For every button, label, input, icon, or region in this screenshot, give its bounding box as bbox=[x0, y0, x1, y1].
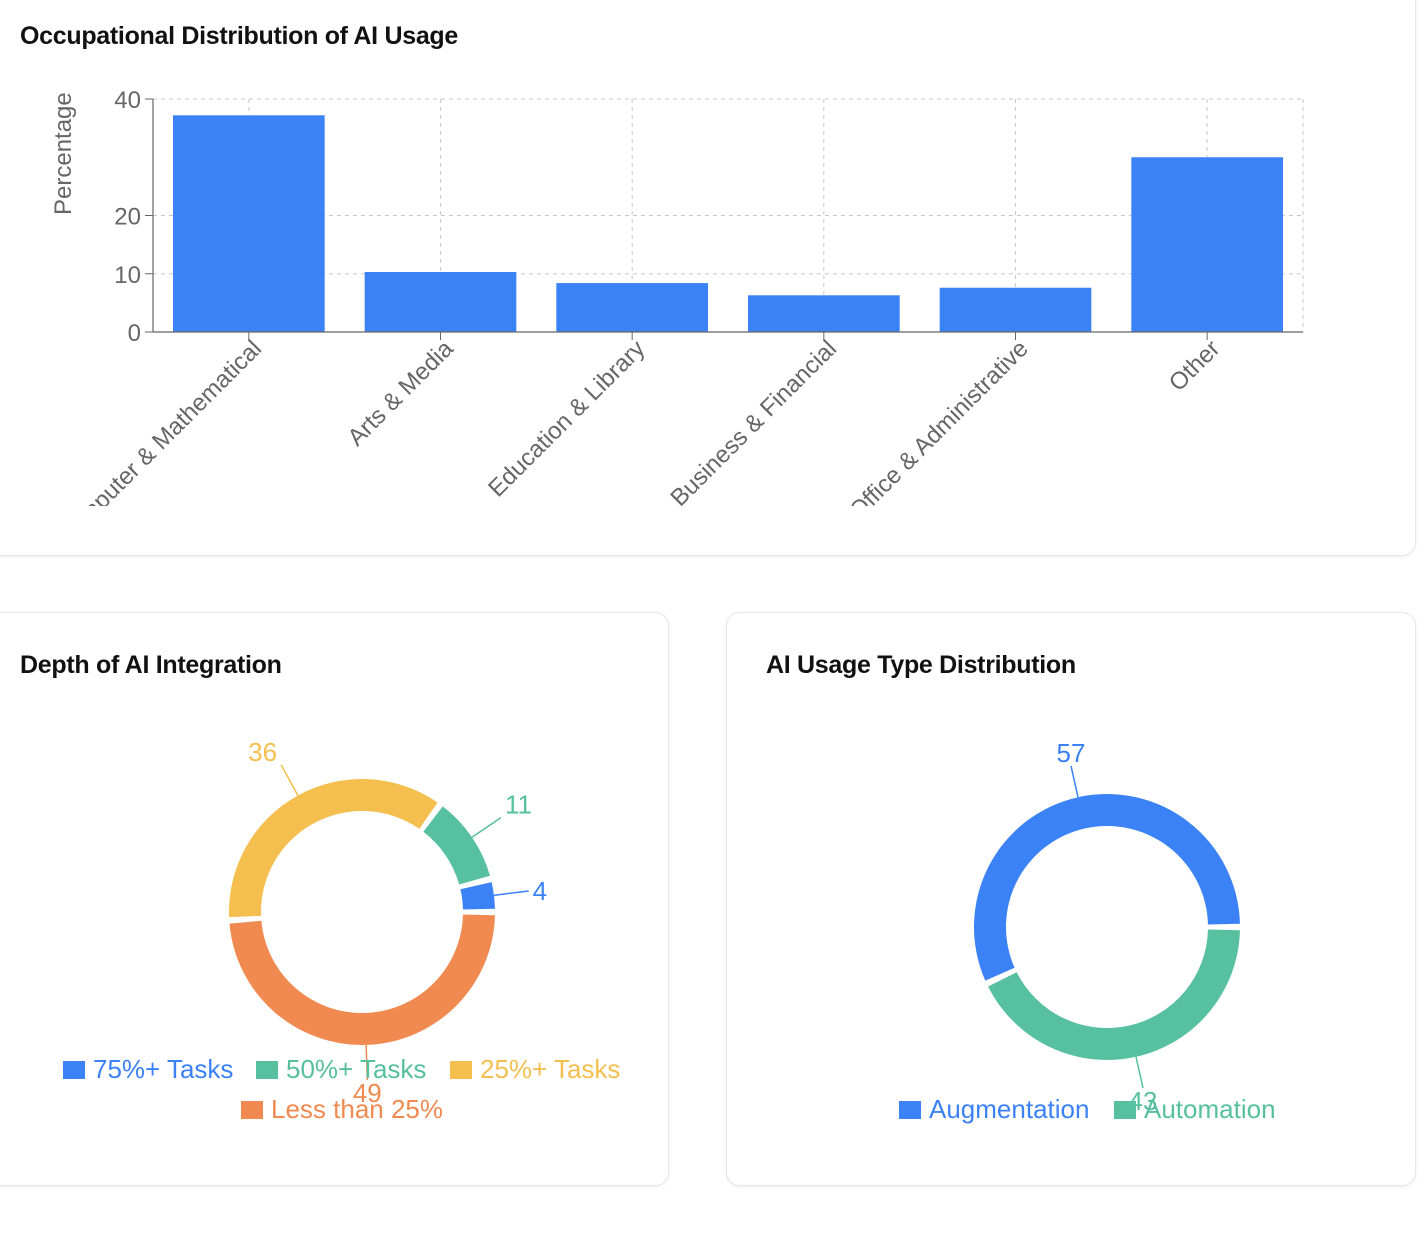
y-tick-label: 0 bbox=[128, 320, 141, 347]
bar-office-administrative bbox=[939, 287, 1092, 332]
occupation-chart-title: Occupational Distribution of AI Usage bbox=[20, 22, 459, 50]
bar-other bbox=[1131, 157, 1283, 332]
bar-arts-media bbox=[364, 272, 517, 332]
y-tick-label: 20 bbox=[114, 204, 141, 231]
occupation-bar-chart: 0 10 20 40 Percentage Computer & Mathematical… bbox=[50, 87, 1304, 520]
x-tick-label-education-library: Education & Library bbox=[483, 335, 650, 502]
x-tick-label-other: Other bbox=[1164, 335, 1226, 397]
y-tick-label: 10 bbox=[114, 262, 141, 289]
bar-education-library bbox=[556, 283, 708, 332]
y-axis-label: Percentage bbox=[50, 92, 77, 215]
x-tick-label-arts-media: Arts & Media bbox=[343, 335, 460, 452]
x-tick-label-business-financial: Business & Financial bbox=[665, 335, 842, 512]
usage-type-chart-card bbox=[726, 612, 1416, 1186]
bar-computer-mathematical bbox=[173, 115, 325, 332]
x-tick-label-office-administrative: Office & Administrative bbox=[844, 335, 1033, 520]
depth-chart-card bbox=[0, 612, 669, 1186]
x-tick-label-computer-mathematical: Computer & Mathematical bbox=[52, 335, 267, 520]
x-tick-labels: Computer & Mathematical Arts & Media Educa… bbox=[52, 335, 1226, 520]
bar-business-financial bbox=[748, 295, 900, 332]
y-tick-label: 40 bbox=[114, 87, 141, 114]
usage-type-chart-title: AI Usage Type Distribution bbox=[766, 651, 1076, 679]
depth-chart-title: Depth of AI Integration bbox=[20, 651, 282, 679]
y-axis-label-group: Percentage bbox=[50, 92, 77, 215]
